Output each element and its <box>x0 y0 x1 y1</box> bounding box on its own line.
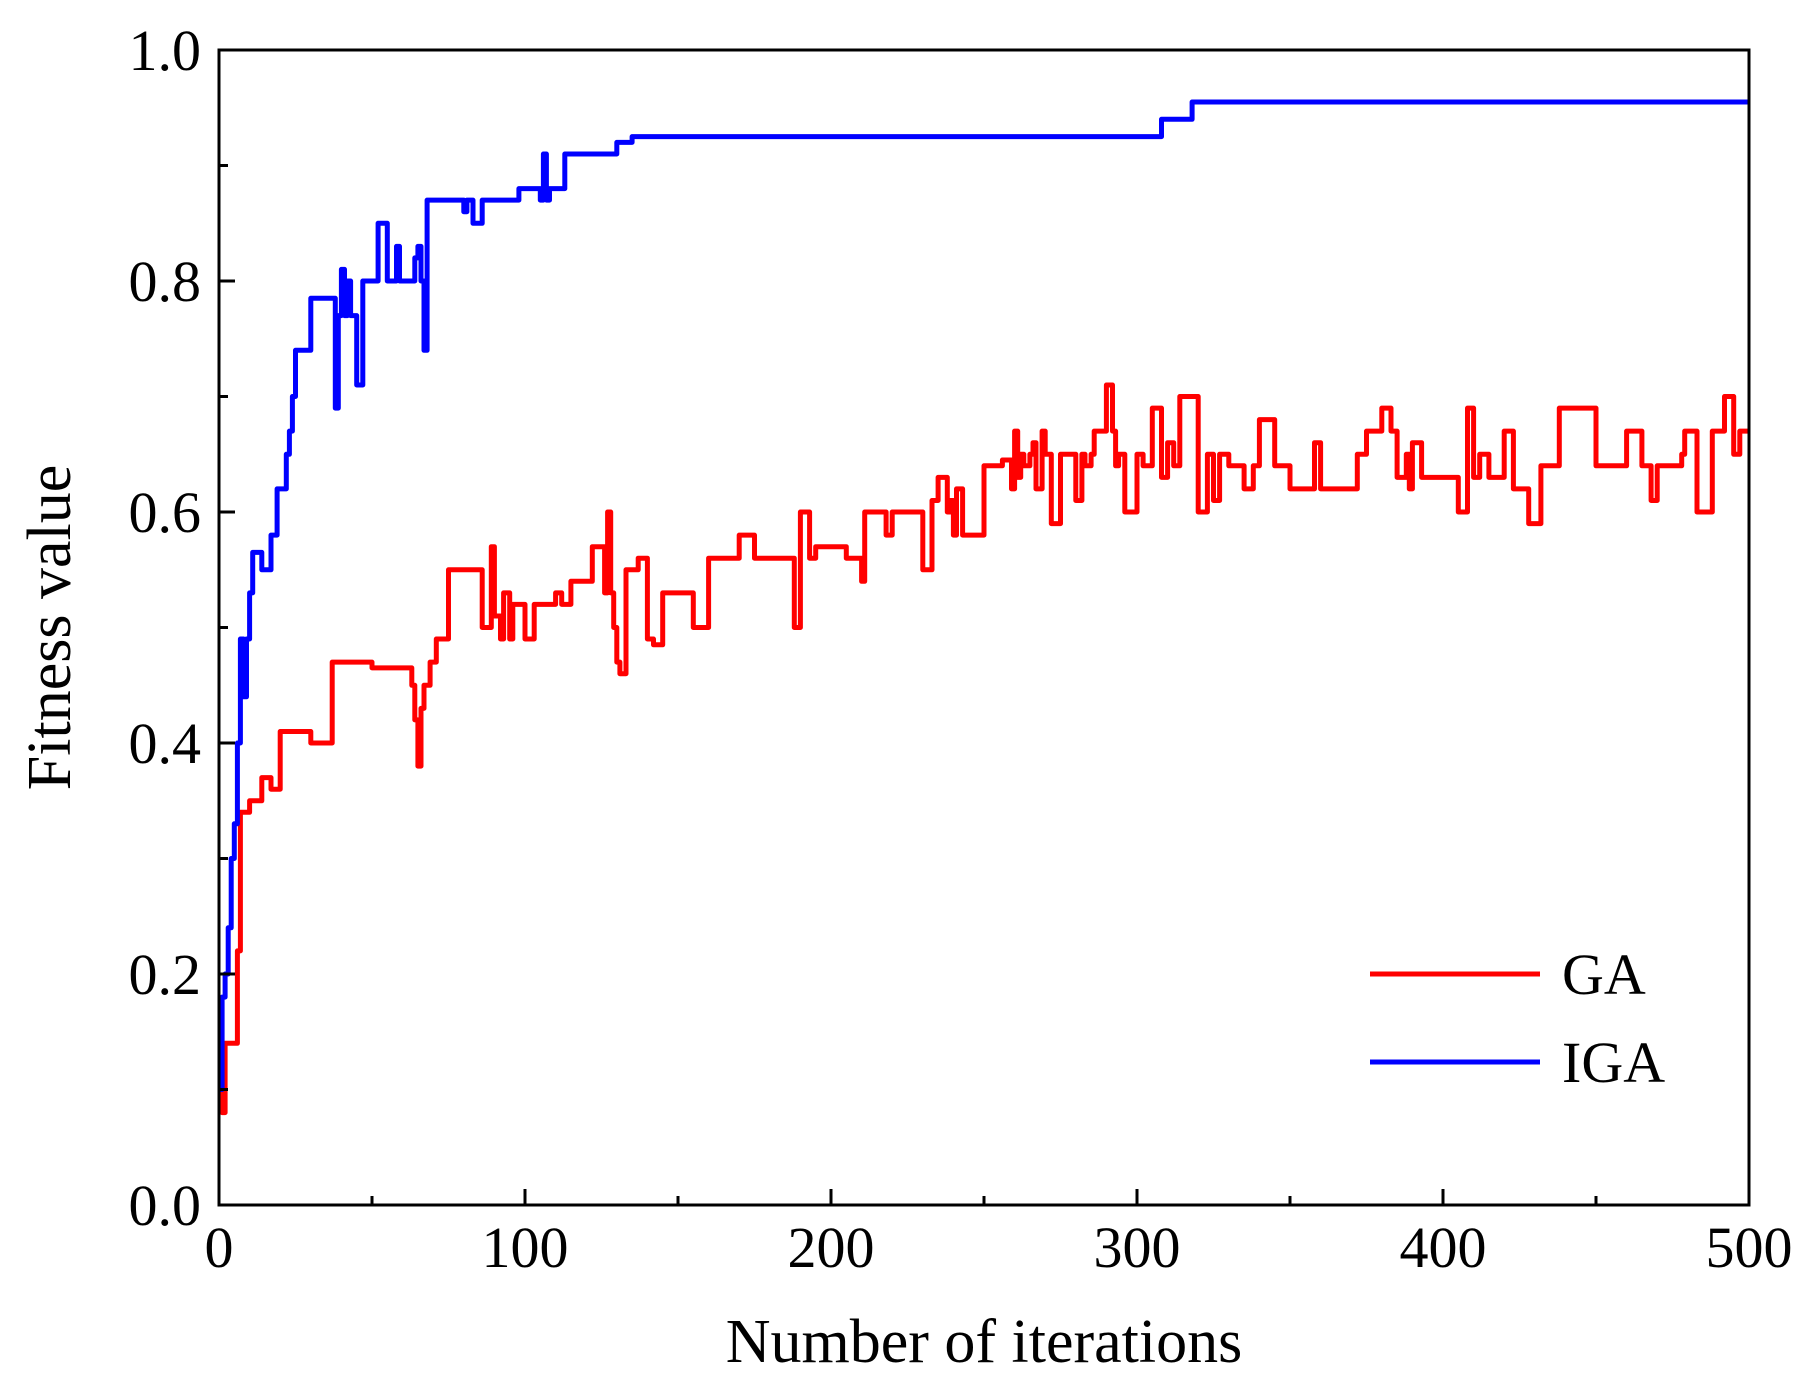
legend-label-ga: GA <box>1562 942 1646 1007</box>
y-tick-label: 0.8 <box>129 249 202 314</box>
x-tick-label: 0 <box>205 1215 234 1280</box>
x-tick-label: 500 <box>1706 1215 1793 1280</box>
y-tick-label: 0.0 <box>129 1173 202 1238</box>
legend-label-iga: IGA <box>1562 1030 1665 1095</box>
x-tick-label: 100 <box>482 1215 569 1280</box>
y-tick-label: 0.2 <box>129 942 202 1007</box>
x-tick-label: 400 <box>1400 1215 1487 1280</box>
y-tick-label: 0.6 <box>129 480 202 545</box>
y-tick-label: 1.0 <box>129 18 202 83</box>
y-axis-label: Fitness value <box>16 465 84 790</box>
x-axis-label: Number of iterations <box>726 1308 1243 1376</box>
series-layer <box>219 99 1749 1116</box>
legend: GA IGA <box>1370 942 1665 1095</box>
tick-label-layer: 0 100 200 300 400 500 0.0 0.2 0.4 0.6 0.8 1.0 <box>129 18 1793 1280</box>
series-line-iga <box>219 99 1749 1092</box>
series-line-ga <box>219 382 1749 1116</box>
ticks-layer <box>217 48 1751 1207</box>
x-tick-label: 300 <box>1094 1215 1181 1280</box>
x-tick-label: 200 <box>788 1215 875 1280</box>
y-tick-label: 0.4 <box>129 711 202 776</box>
